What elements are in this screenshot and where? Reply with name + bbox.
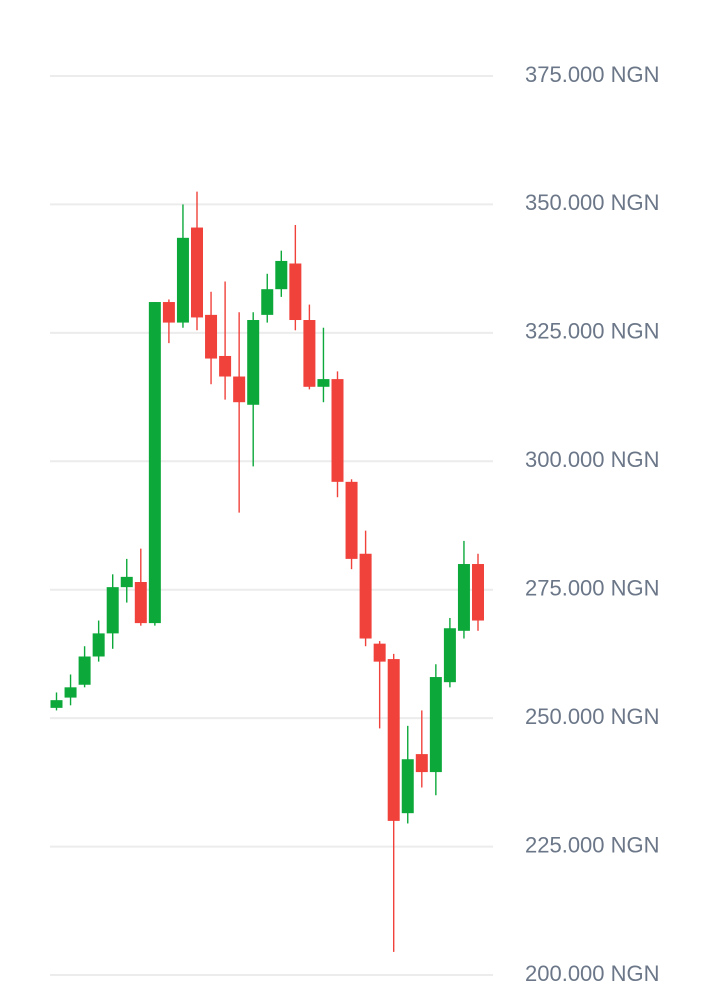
candle-body — [247, 320, 260, 405]
y-tick-label: 225.000 NGN — [525, 832, 660, 857]
candle-body — [345, 481, 358, 559]
candle-body — [162, 302, 175, 323]
candle-body — [64, 687, 77, 698]
candle-body — [205, 314, 218, 359]
y-tick-label: 275.000 NGN — [525, 576, 660, 601]
candle-body — [120, 576, 133, 588]
candle-body — [359, 553, 372, 639]
y-tick-label: 350.000 NGN — [525, 190, 660, 215]
candle-body — [429, 677, 442, 773]
candle-body — [92, 633, 105, 657]
candle-body — [472, 564, 484, 621]
candle-body — [134, 582, 147, 624]
candle-body — [219, 355, 232, 377]
candle-body — [317, 379, 330, 387]
candle-body — [261, 289, 274, 315]
candle-body — [275, 260, 288, 290]
candle-body — [401, 759, 414, 814]
candle-body — [387, 659, 400, 821]
candle-body — [373, 643, 386, 662]
y-tick-label: 200.000 NGN — [525, 961, 660, 986]
candle-body — [148, 302, 161, 624]
candle-body — [303, 320, 316, 387]
y-tick-label: 250.000 NGN — [525, 704, 660, 729]
candle-body — [176, 237, 189, 323]
candle-body — [443, 628, 456, 683]
candle-body — [289, 263, 302, 321]
candle-body — [191, 227, 203, 318]
candle-body — [415, 754, 428, 773]
candle-body — [233, 376, 246, 403]
candle-body — [331, 379, 344, 482]
y-tick-label: 300.000 NGN — [525, 447, 660, 472]
candle-body — [106, 587, 119, 634]
candle-body — [78, 656, 91, 685]
y-tick-label: 375.000 NGN — [525, 62, 660, 87]
candle-body — [457, 564, 470, 631]
candle-body — [50, 700, 63, 708]
y-tick-label: 325.000 NGN — [525, 319, 660, 344]
